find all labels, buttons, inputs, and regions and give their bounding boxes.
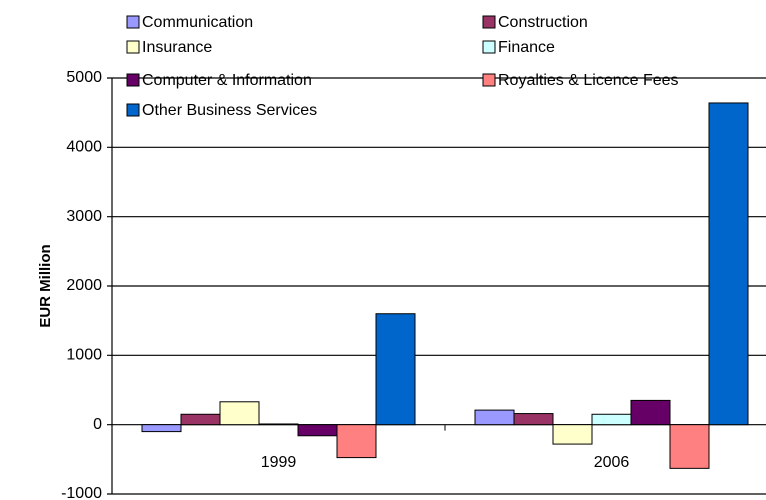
legend-swatch <box>126 15 140 29</box>
legend-label: Communication <box>142 14 253 31</box>
legend-swatch <box>482 40 496 54</box>
bar <box>219 401 260 426</box>
bar <box>474 409 515 426</box>
bar <box>141 424 182 433</box>
legend-label: Insurance <box>142 39 212 56</box>
bar <box>513 413 554 426</box>
legend-swatch <box>126 103 140 117</box>
legend-swatch <box>482 73 496 87</box>
bar <box>630 399 671 426</box>
legend-label: Royalties & Licence Fees <box>498 72 679 89</box>
y-tick-label: 3000 <box>66 208 102 225</box>
bar <box>708 102 749 426</box>
bar <box>375 313 416 426</box>
legend-swatch <box>482 15 496 29</box>
y-tick-label: 4000 <box>66 139 102 156</box>
y-tick-label: 2000 <box>66 277 102 294</box>
bar <box>297 424 338 437</box>
bar <box>336 424 377 459</box>
legend-label: Computer & Information <box>142 72 312 89</box>
legend-swatch <box>126 40 140 54</box>
x-tick-label: 2006 <box>594 454 630 471</box>
bar <box>552 424 593 445</box>
bar <box>258 423 299 426</box>
x-tick-label: 1999 <box>261 454 297 471</box>
y-tick-label: 0 <box>93 416 102 433</box>
bar <box>180 413 221 426</box>
legend-label: Other Business Services <box>142 102 317 119</box>
legend-label: Finance <box>498 39 555 56</box>
y-axis-label: EUR Million <box>37 244 54 327</box>
bar <box>591 413 632 426</box>
y-tick-label: 5000 <box>66 69 102 86</box>
legend-label: Construction <box>498 14 588 31</box>
y-tick-label: -1000 <box>61 485 102 500</box>
legend-swatch <box>126 73 140 87</box>
y-tick-label: 1000 <box>66 347 102 364</box>
bar <box>669 424 710 469</box>
